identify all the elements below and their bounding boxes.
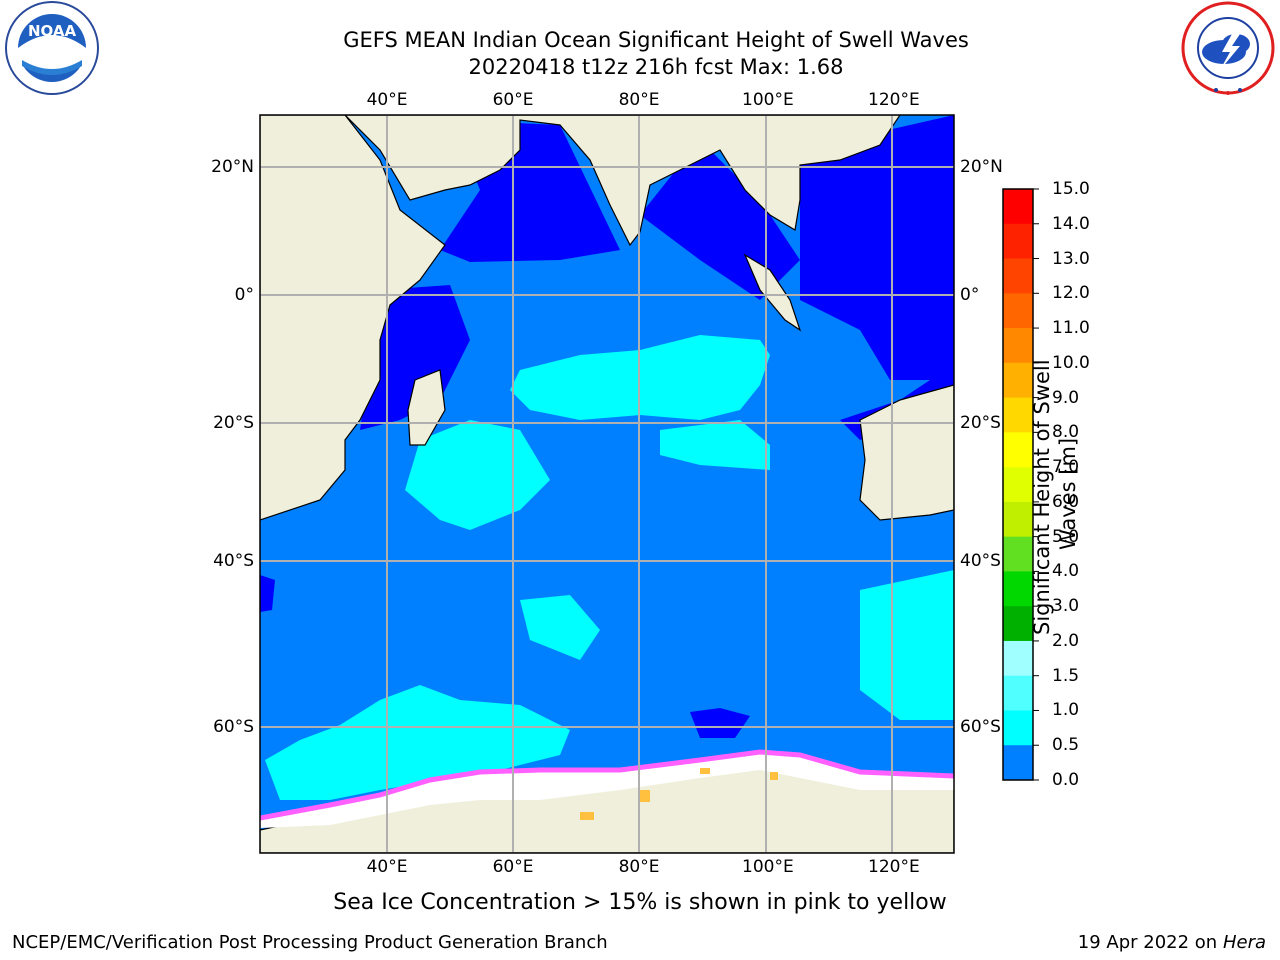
australia [859,384,954,521]
lon-label-top: 40°E [366,90,408,110]
chart-title: GEFS MEAN Indian Ocean Significant Heigh… [343,28,969,52]
lon-label-bottom: 80°E [618,857,660,877]
lon-label-top: 80°E [618,90,660,110]
colorbar-tick-label: 13.0 [1052,248,1090,269]
lat-label-left: 20°N [211,157,254,177]
colorbar-segment [1003,258,1033,294]
colorbar-segment [1003,328,1033,364]
lon-label-bottom: 100°E [742,857,794,877]
lat-label-left: 60°S [213,717,254,737]
colorbar-tick-label: 11.0 [1052,318,1090,339]
footer-date-text: 19 Apr 2022 on [1077,932,1223,953]
land-masses [260,115,954,853]
footer-date: 19 Apr 2022 on Hera [1078,932,1266,953]
lat-label-left: 20°S [213,413,254,433]
sea-ice [260,752,954,828]
kerguelen-high [520,595,600,660]
colorbar-tick-label: 2.0 [1052,630,1080,651]
map-frame [259,114,955,854]
colorbar-segment [1003,432,1033,468]
noaa-logo-text: NOAA [28,22,77,40]
colorbar-tick-label: 14.0 [1052,213,1090,234]
asia-arabia [260,115,901,247]
colorbar-segment [1003,571,1033,607]
colorbar-segment [1003,189,1033,225]
footer-host: Hera [1222,932,1266,953]
ice-yellow-patches [580,768,778,820]
colorbar-segment [1003,710,1033,746]
colorbar [1002,188,1039,781]
colorbar-tick-label: 3.0 [1052,596,1080,617]
footer-branch: NCEP/EMC/Verification Post Processing Pr… [12,932,608,953]
colorbar-segment [1003,606,1033,642]
noaa-logo: NOAA [5,1,99,95]
lon-label-top: 60°E [492,90,534,110]
lat-label-right: 40°S [960,551,1001,571]
colorbar-tick-label: 5.0 [1052,526,1080,547]
colorbar-segment [1003,640,1033,677]
colorbar-frame [1002,188,1034,781]
lon-label-bottom: 60°E [492,857,534,877]
sea-ice-note: Sea Ice Concentration > 15% is shown in … [333,890,947,915]
bay-of-bengal-low [640,140,800,300]
colorbar-segment [1003,675,1033,711]
colorbar-segment [1003,745,1033,781]
colorbar-tick-label: 6.0 [1052,491,1080,512]
central-high-2 [660,420,770,470]
lon-label-bottom: 40°E [366,857,408,877]
colorbar-tick-label: 8.0 [1052,422,1080,443]
colorbar-tick-label: 15.0 [1052,179,1090,199]
nws-logo [1181,1,1275,95]
southwest-belt-high [265,685,570,800]
colorbar-label-line1: Significant Height of Swell [1030,359,1054,635]
colorbar-segment [1003,362,1033,399]
colorbar-label: Significant Height of Swell Waves [m] [1030,335,1210,635]
colorbar-segment [1003,397,1033,433]
colorbar-label-line2: Waves [m] [1056,437,1080,550]
sumatra [743,253,802,332]
colorbar-tick-label: 12.0 [1052,283,1090,304]
colorbar-segment [1003,501,1033,538]
colorbar-tick-label: 1.0 [1052,700,1080,721]
lat-label-left: 0° [234,285,254,305]
colorbar-segment [1003,293,1033,329]
sea-ice-edge [260,749,954,821]
colorbar-segment [1003,467,1033,503]
lon-label-top: 120°E [868,90,920,110]
colorbar-tick-label: 0.5 [1052,735,1080,756]
lon-label-bottom: 120°E [868,857,920,877]
lat-label-left: 40°S [213,551,254,571]
colorbar-tick-label: 10.0 [1052,352,1090,373]
lat-label-right: 20°N [960,157,1003,177]
lon-label-top: 100°E [742,90,794,110]
southeast-high [860,570,954,720]
lat-label-right: 60°S [960,717,1001,737]
southern-low-patch [690,708,750,738]
lat-label-right: 20°S [960,413,1001,433]
west-edge-low [260,575,275,612]
colorbar-tick-label: 9.0 [1052,387,1080,408]
madagascar [407,369,446,446]
colorbar-segment [1003,223,1033,260]
indonesia-low [800,115,954,380]
colorbar-tick-label: 7.0 [1052,457,1080,478]
colorbar-segment [1003,536,1033,572]
colorbar-tick-label: 0.0 [1052,770,1080,790]
colorbar-tick-label: 4.0 [1052,561,1080,582]
lat-label-right: 0° [960,285,980,305]
colorbar-tick-label: 1.5 [1052,665,1080,686]
chart-subtitle: 20220418 t12z 216h fcst Max: 1.68 [468,55,844,79]
